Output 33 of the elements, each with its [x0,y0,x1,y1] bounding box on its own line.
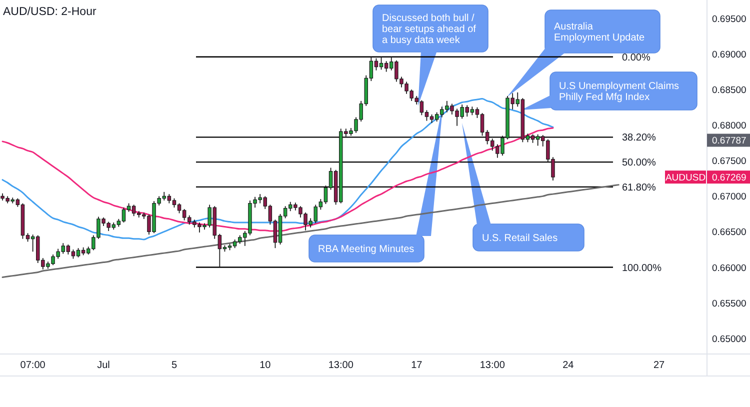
annotation: U.S Unemployment Claims Philly Fed Mfg Index [559,81,680,103]
y-tick-label: 0.67500 [712,156,746,168]
x-tick-label: 10 [260,360,272,371]
annotation: Australia Employment Update [554,22,646,44]
y-tick-label: 0.68500 [712,85,746,96]
x-tick-label: 27 [653,360,666,371]
y-tick-label: 0.67000 [712,192,746,203]
y-tick-label: 0.65500 [712,298,746,310]
annotation: 0.67269 [712,172,746,184]
annotation: 61.80% [622,182,656,194]
y-tick-label: 0.68000 [712,120,746,132]
annotation: 0.00% [622,52,650,64]
annotation: U.S. Retail Sales [482,233,558,244]
annotation: 100.00% [622,262,662,274]
y-tick-label: 0.65000 [712,334,746,345]
x-tick-label: 24 [562,360,574,371]
x-tick-label: 13:00 [480,360,506,371]
chart-title: AUD/USD: 2-Hour [3,6,96,18]
y-tick-label: 0.69000 [712,50,746,61]
annotation: RBA Meeting Minutes [318,244,414,255]
annotation: 0.67787 [712,136,746,147]
y-tick-label: 0.69500 [712,14,746,25]
annotation: 38.20% [622,132,656,144]
line-series [2,184,620,278]
y-tick-label: 0.66000 [712,262,746,274]
x-tick-label: 13:00 [328,360,354,371]
x-tick-label: Jul [97,360,110,371]
x-tick-label: 5 [171,360,178,371]
annotation: 50.00% [622,158,656,169]
annotation: Discussed both bull / bear setups ahead of a busy data week [382,13,476,46]
x-tick-label: 17 [411,360,423,371]
y-tick-label: 0.66500 [712,227,746,238]
x-tick-label: 07:00 [20,360,46,371]
